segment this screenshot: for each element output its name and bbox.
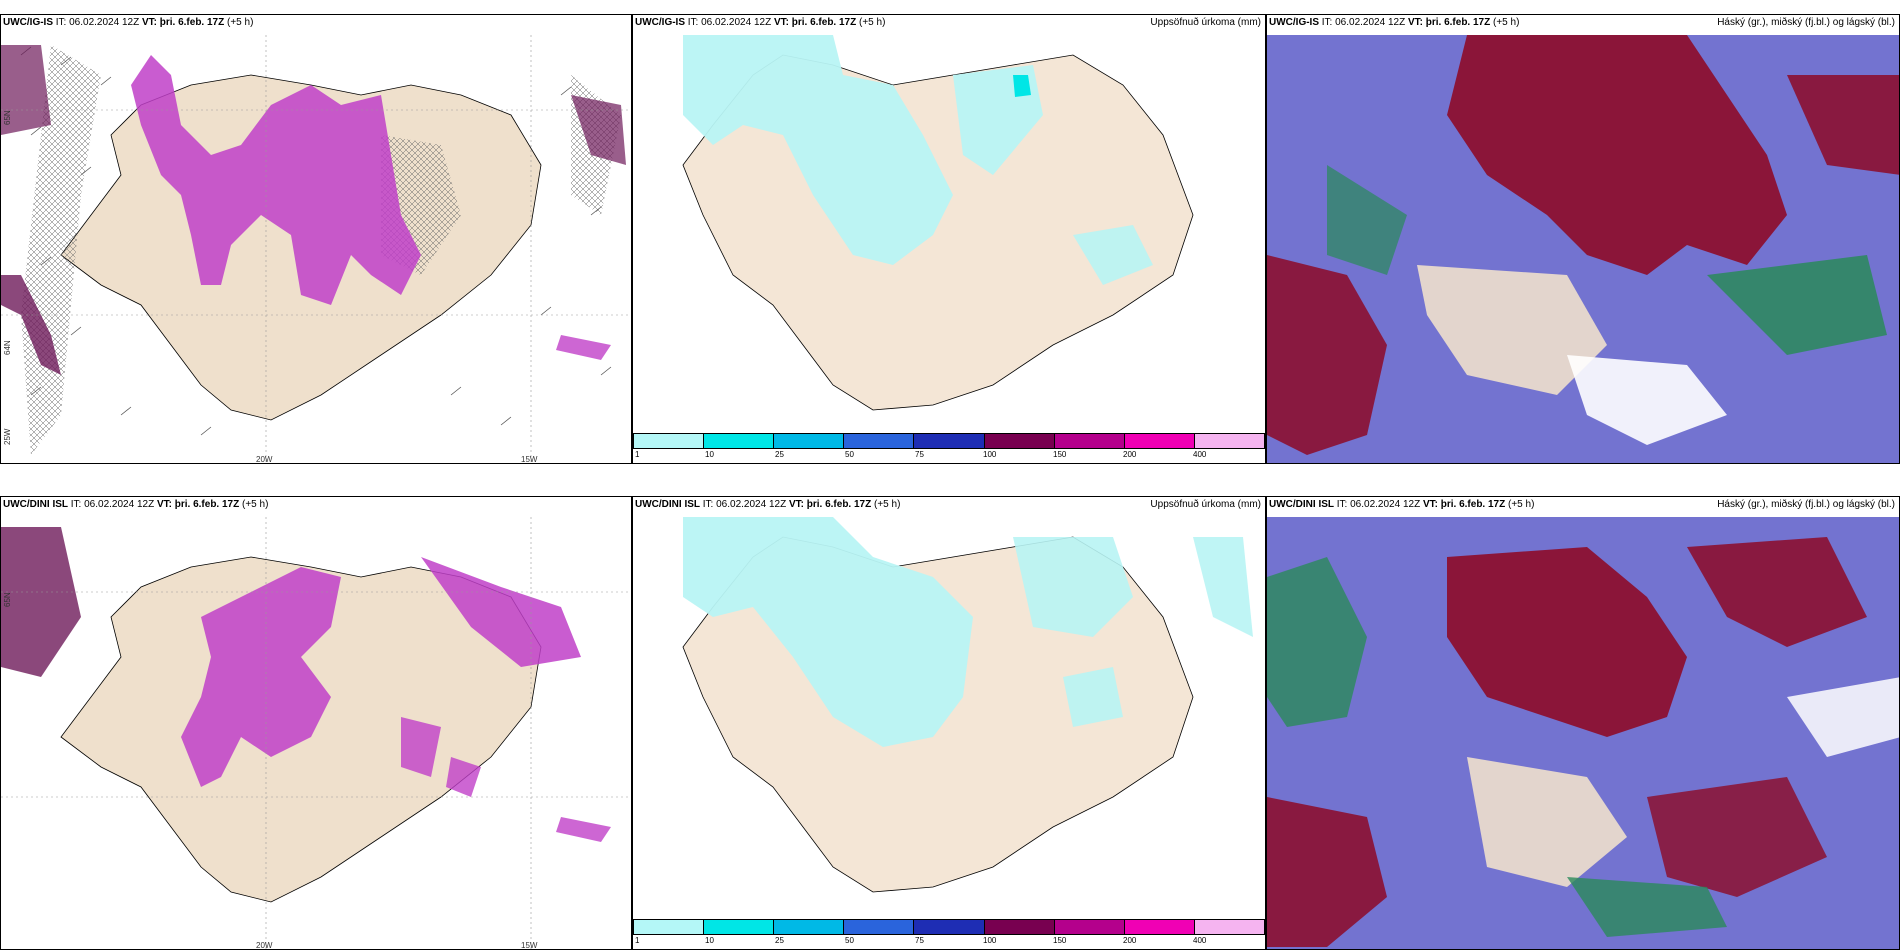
axis-label-25w: 25W — [3, 428, 12, 445]
panel-title: UWC/IG-IS IT: 06.02.2024 12Z VT: þri. 6.… — [1269, 17, 1520, 28]
cloud-title: Háský (gr.), miðský (fj.bl.) og lágský (… — [1717, 17, 1895, 28]
colorbar-swatch — [1194, 920, 1264, 934]
colorbar-label: 75 — [915, 450, 924, 459]
colorbar-label: 1 — [635, 450, 640, 459]
axis-label-20w: 20W — [256, 455, 273, 464]
panel-title: UWC/DINI ISL IT: 06.02.2024 12Z VT: þri.… — [1269, 499, 1535, 510]
axis-label-20w: 20W — [256, 941, 273, 950]
cloud-map — [1267, 35, 1899, 463]
wind-precip-panel-top: UWC/IG-IS IT: 06.02.2024 12Z VT: þri. 6.… — [0, 14, 632, 464]
colorbar-swatch — [844, 920, 915, 934]
colorbar-swatch — [914, 434, 985, 448]
colorbar-swatch — [1124, 434, 1195, 448]
axis-label-15w: 15W — [521, 455, 538, 464]
colorbar-label: 10 — [705, 936, 714, 945]
precip-map — [633, 517, 1265, 921]
precip-title: Uppsöfnuð úrkoma (mm) — [1150, 17, 1261, 28]
cloud-panel-top: UWC/IG-IS IT: 06.02.2024 12Z VT: þri. 6.… — [1266, 14, 1900, 464]
cloud-panel-bottom: UWC/DINI ISL IT: 06.02.2024 12Z VT: þri.… — [1266, 496, 1900, 950]
axis-label-65n: 65N — [3, 110, 12, 125]
panel-title: UWC/IG-IS IT: 06.02.2024 12Z VT: þri. 6.… — [635, 17, 886, 28]
cloud-title: Háský (gr.), miðský (fj.bl.) og lágský (… — [1717, 499, 1895, 510]
wind-precip-panel-bottom: UWC/DINI ISL IT: 06.02.2024 12Z VT: þri.… — [0, 496, 632, 950]
colorbar-label: 400 — [1193, 936, 1207, 945]
precip-map — [633, 35, 1265, 435]
colorbar-label: 150 — [1053, 450, 1067, 459]
colorbar-label: 400 — [1193, 450, 1207, 459]
colorbar-swatch — [634, 434, 705, 448]
colorbar-label: 1 — [635, 936, 640, 945]
panel-title: UWC/IG-IS IT: 06.02.2024 12Z VT: þri. 6.… — [3, 17, 254, 28]
colorbar-swatch — [914, 920, 985, 934]
colorbar-swatch — [984, 434, 1055, 448]
wind-precip-map — [1, 15, 631, 463]
axis-label-65n: 65N — [3, 592, 12, 607]
colorbar-label: 100 — [983, 450, 997, 459]
colorbar-swatch — [1054, 920, 1125, 934]
colorbar-label: 75 — [915, 936, 924, 945]
colorbar-label: 50 — [845, 936, 854, 945]
colorbar-label: 10 — [705, 450, 714, 459]
precip-panel-bottom: UWC/DINI ISL IT: 06.02.2024 12Z VT: þri.… — [632, 496, 1266, 950]
colorbar-label: 200 — [1123, 936, 1137, 945]
colorbar-label: 200 — [1123, 450, 1137, 459]
colorbar-swatch — [634, 920, 705, 934]
colorbar-swatch — [1054, 434, 1125, 448]
cloud-map — [1267, 517, 1899, 949]
precip-panel-top: UWC/IG-IS IT: 06.02.2024 12Z VT: þri. 6.… — [632, 14, 1266, 464]
colorbar-label: 50 — [845, 450, 854, 459]
colorbar-swatch — [984, 920, 1055, 934]
colorbar-swatch — [1124, 920, 1195, 934]
colorbar-label: 100 — [983, 936, 997, 945]
precip-colorbar: 1 10 25 50 75 100 150 200 400 — [633, 433, 1265, 463]
colorbar-swatch — [774, 434, 845, 448]
colorbar-swatch — [1194, 434, 1264, 448]
colorbar-swatch — [704, 434, 775, 448]
wind-precip-map — [1, 497, 631, 949]
colorbar-swatch — [704, 920, 775, 934]
axis-label-15w: 15W — [521, 941, 538, 950]
axis-label-64n: 64N — [3, 340, 12, 355]
colorbar-label: 25 — [775, 450, 784, 459]
panel-title: UWC/DINI ISL IT: 06.02.2024 12Z VT: þri.… — [3, 499, 269, 510]
colorbar-swatch — [774, 920, 845, 934]
colorbar-label: 25 — [775, 936, 784, 945]
colorbar-label: 150 — [1053, 936, 1067, 945]
precip-colorbar: 1 10 25 50 75 100 150 200 400 — [633, 919, 1265, 949]
colorbar-swatch — [844, 434, 915, 448]
panel-title: UWC/DINI ISL IT: 06.02.2024 12Z VT: þri.… — [635, 499, 901, 510]
precip-title: Uppsöfnuð úrkoma (mm) — [1150, 499, 1261, 510]
